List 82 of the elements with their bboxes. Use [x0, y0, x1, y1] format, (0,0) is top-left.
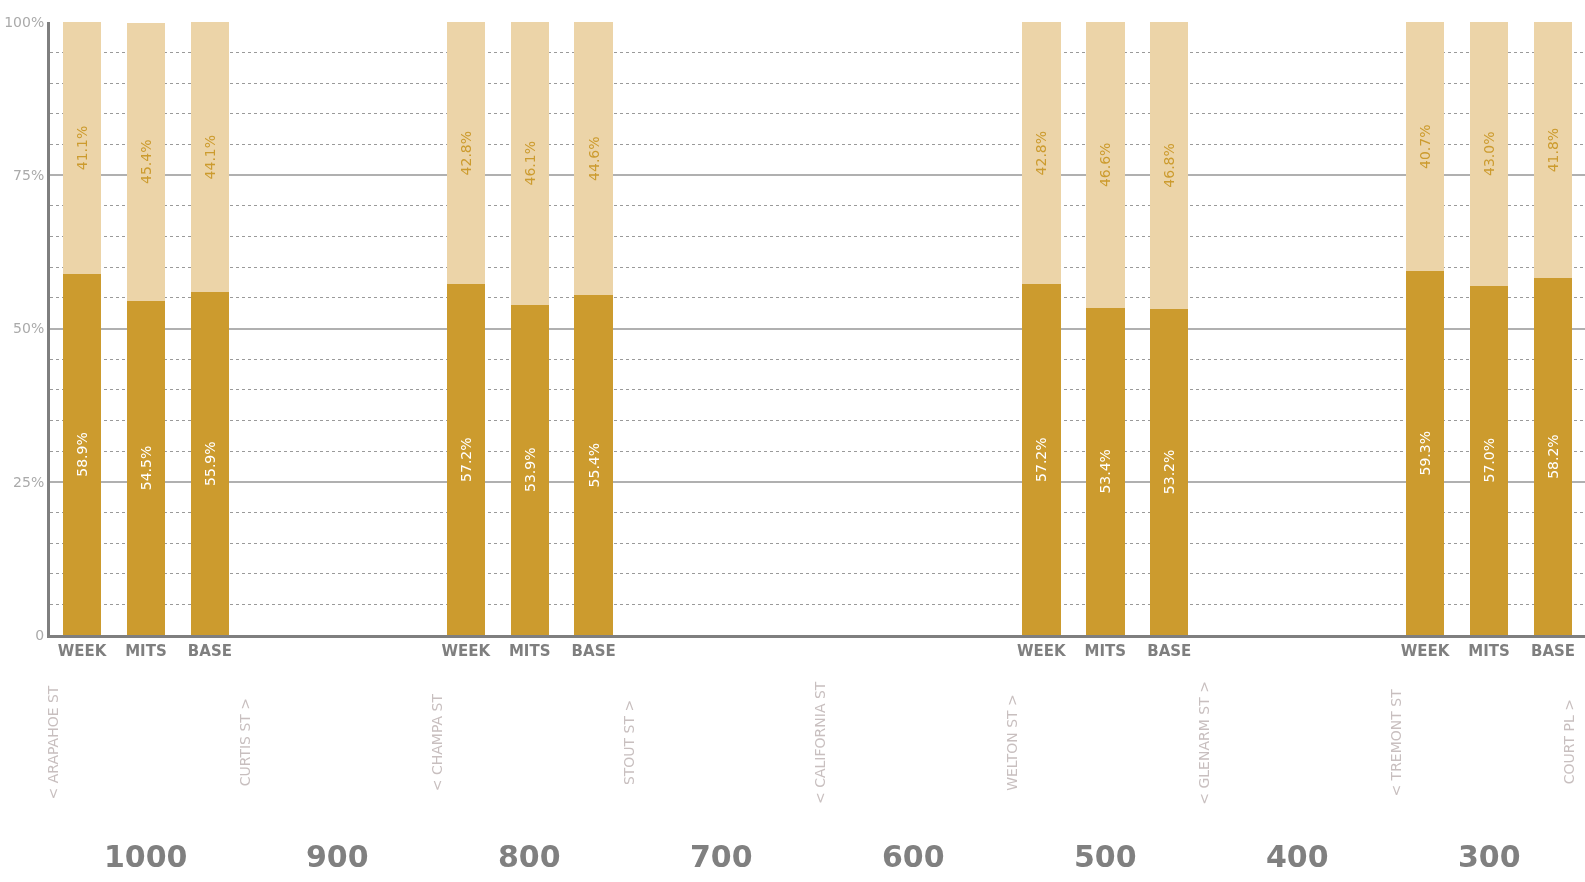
text: 900 — [306, 839, 369, 874]
x-tick-label: WEEK — [1017, 642, 1068, 660]
bar — [62, 22, 102, 274]
bar — [446, 284, 485, 635]
text: WELTON ST > — [1004, 694, 1021, 791]
x-tick-label: WEEK — [1400, 642, 1451, 660]
bar — [574, 295, 613, 635]
y-tick-label: 75% — [13, 167, 45, 184]
bar — [510, 304, 549, 635]
bar — [1469, 22, 1509, 286]
bar — [1150, 308, 1189, 635]
data-label: 46.8% — [1161, 143, 1178, 188]
bar — [574, 22, 613, 296]
text: < ARAPAHOE ST — [44, 685, 61, 800]
data-label: 41.8% — [1545, 127, 1562, 173]
bar — [126, 22, 166, 301]
x-tick-label: MITS — [1468, 642, 1510, 660]
bar — [126, 300, 166, 635]
data-label: 57.0% — [1481, 438, 1498, 483]
text: 600 — [882, 839, 945, 874]
bar — [510, 22, 549, 305]
data-label: 45.4% — [137, 139, 154, 185]
bar — [1086, 307, 1125, 635]
bar — [1022, 284, 1061, 635]
bar — [1533, 278, 1573, 635]
text: 1000 — [104, 839, 188, 874]
x-tick-label: MITS — [508, 642, 551, 660]
data-label: 58.2% — [1545, 434, 1562, 479]
x-tick-label: BASE — [1530, 642, 1576, 660]
data-label: 54.5% — [137, 445, 154, 491]
bar — [446, 22, 485, 285]
text: 800 — [498, 839, 561, 874]
text: COURT PL > — [1560, 699, 1577, 785]
data-label: 44.1% — [201, 134, 218, 180]
data-label: 57.2% — [1033, 437, 1050, 482]
bar — [190, 22, 230, 293]
x-tick-label: MITS — [125, 642, 167, 660]
text: < CALIFORNIA ST — [812, 681, 829, 804]
y-tick-label: 100% — [4, 13, 45, 30]
x-tick-label: BASE — [187, 642, 232, 660]
bar — [190, 292, 230, 635]
text: 400 — [1266, 839, 1329, 874]
text: 700 — [690, 839, 753, 874]
data-label: 55.9% — [201, 441, 218, 486]
data-label: 42.8% — [457, 130, 474, 176]
data-label: 53.9% — [521, 447, 538, 493]
x-tick-label: BASE — [571, 642, 616, 660]
data-label: 43.0% — [1481, 131, 1498, 177]
bar — [1405, 271, 1445, 635]
data-label: 53.2% — [1161, 449, 1178, 495]
text: CURTIS ST > — [236, 697, 253, 787]
data-label: 41.1% — [73, 125, 90, 171]
data-label: 53.4% — [1097, 449, 1114, 494]
bar — [62, 273, 102, 635]
x-tick-label: WEEK — [441, 642, 492, 660]
bar — [1533, 22, 1573, 279]
bar — [1022, 22, 1061, 285]
data-label: 44.6% — [585, 136, 602, 181]
bar — [1405, 22, 1445, 272]
bar — [1469, 285, 1509, 635]
data-label: 40.7% — [1417, 124, 1434, 169]
x-tick-label: WEEK — [57, 642, 108, 660]
data-label: 42.8% — [1033, 130, 1050, 176]
text: STOUT ST > — [620, 699, 637, 786]
data-label: 57.2% — [457, 437, 474, 482]
data-label: 58.9% — [73, 432, 90, 477]
data-label: 46.1% — [521, 141, 538, 186]
y-tick-label: 50% — [13, 320, 45, 337]
text: < GLENARM ST > — [1196, 681, 1213, 805]
data-label: 55.4% — [585, 442, 602, 488]
text: 500 — [1074, 839, 1137, 874]
y-tick-label: 0 — [35, 626, 45, 643]
text: 300 — [1458, 839, 1521, 874]
data-label: 59.3% — [1417, 431, 1434, 476]
bar — [1150, 22, 1189, 309]
text: < CHAMPA ST — [428, 693, 445, 792]
x-tick-label: MITS — [1084, 642, 1127, 660]
bar — [1086, 22, 1125, 308]
y-tick-label: 25% — [13, 473, 45, 490]
data-label: 46.6% — [1097, 142, 1114, 188]
x-tick-label: BASE — [1147, 642, 1192, 660]
text: < TREMONT ST — [1388, 688, 1405, 797]
